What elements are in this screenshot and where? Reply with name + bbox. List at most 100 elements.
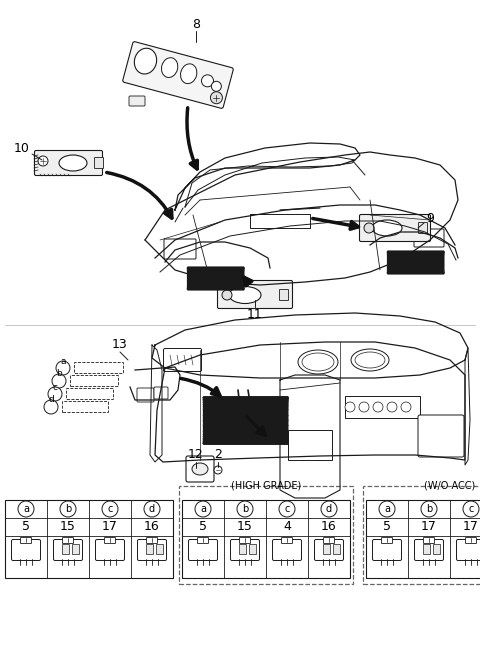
Text: b: b [65,504,71,514]
Bar [179,486,353,584]
FancyBboxPatch shape [137,388,154,402]
Bar [182,500,350,578]
Circle shape [38,156,48,166]
Bar [249,544,256,554]
FancyBboxPatch shape [217,280,292,309]
Text: a: a [60,356,66,365]
FancyBboxPatch shape [12,540,40,561]
Bar [156,544,163,554]
Circle shape [279,501,295,517]
Bar [433,544,440,554]
Circle shape [52,374,66,388]
Ellipse shape [372,220,402,236]
Circle shape [222,290,232,300]
Ellipse shape [229,286,261,303]
FancyBboxPatch shape [418,415,464,457]
FancyBboxPatch shape [281,538,292,544]
FancyBboxPatch shape [123,42,233,108]
FancyBboxPatch shape [53,540,83,561]
Text: c: c [284,504,290,514]
Circle shape [202,75,214,87]
Text: 17: 17 [421,521,437,534]
Circle shape [345,402,355,412]
Circle shape [387,402,397,412]
FancyBboxPatch shape [74,362,123,373]
Ellipse shape [302,353,334,371]
Text: 5: 5 [383,521,391,534]
FancyBboxPatch shape [230,540,260,561]
Bar [288,430,332,460]
Ellipse shape [355,352,385,368]
Text: 15: 15 [237,521,253,534]
Bar [333,544,340,554]
Bar [423,544,430,554]
Bar [250,214,310,228]
Ellipse shape [161,58,178,77]
Circle shape [60,501,76,517]
Text: 12: 12 [188,449,204,462]
FancyBboxPatch shape [35,151,103,176]
Ellipse shape [192,463,208,475]
Circle shape [195,501,211,517]
FancyBboxPatch shape [466,538,477,544]
FancyBboxPatch shape [67,388,113,400]
Text: a: a [384,504,390,514]
Text: c: c [52,383,58,392]
Text: 16: 16 [321,521,337,534]
FancyBboxPatch shape [360,214,431,242]
Text: d: d [48,396,54,405]
FancyBboxPatch shape [423,538,434,544]
Text: 11: 11 [247,309,263,322]
FancyBboxPatch shape [21,538,32,544]
FancyBboxPatch shape [164,239,196,259]
Circle shape [214,466,222,474]
Circle shape [48,387,62,401]
Text: (HIGH GRADE): (HIGH GRADE) [231,481,301,491]
FancyBboxPatch shape [129,96,145,106]
FancyBboxPatch shape [96,540,124,561]
Circle shape [211,81,221,91]
Text: 9: 9 [426,212,434,225]
FancyBboxPatch shape [137,540,167,561]
Text: 5: 5 [22,521,30,534]
FancyBboxPatch shape [154,387,168,399]
FancyBboxPatch shape [273,540,301,561]
Circle shape [463,501,479,517]
Circle shape [102,501,118,517]
Circle shape [379,501,395,517]
Circle shape [210,92,222,103]
Text: 4: 4 [283,521,291,534]
Text: 15: 15 [60,521,76,534]
Text: c: c [468,504,474,514]
Text: 17: 17 [102,521,118,534]
Text: b: b [56,369,62,379]
Bar [363,486,480,584]
FancyBboxPatch shape [314,540,344,561]
Ellipse shape [59,155,87,171]
Text: 17: 17 [463,521,479,534]
Bar [62,544,69,554]
FancyBboxPatch shape [372,540,401,561]
FancyBboxPatch shape [186,456,214,482]
FancyBboxPatch shape [105,538,116,544]
FancyBboxPatch shape [62,538,73,544]
FancyBboxPatch shape [414,229,444,247]
Text: a: a [200,504,206,514]
Ellipse shape [351,349,389,371]
FancyBboxPatch shape [415,540,444,561]
Bar [323,544,330,554]
FancyBboxPatch shape [324,538,335,544]
Text: d: d [326,504,332,514]
FancyBboxPatch shape [71,375,119,386]
FancyBboxPatch shape [456,540,480,561]
Bar [239,544,246,554]
Ellipse shape [180,64,197,84]
Bar [5,500,173,578]
FancyBboxPatch shape [279,290,288,301]
Circle shape [364,223,374,233]
Circle shape [359,402,369,412]
Text: b: b [426,504,432,514]
Circle shape [237,501,253,517]
Bar [72,544,79,554]
FancyBboxPatch shape [240,538,251,544]
